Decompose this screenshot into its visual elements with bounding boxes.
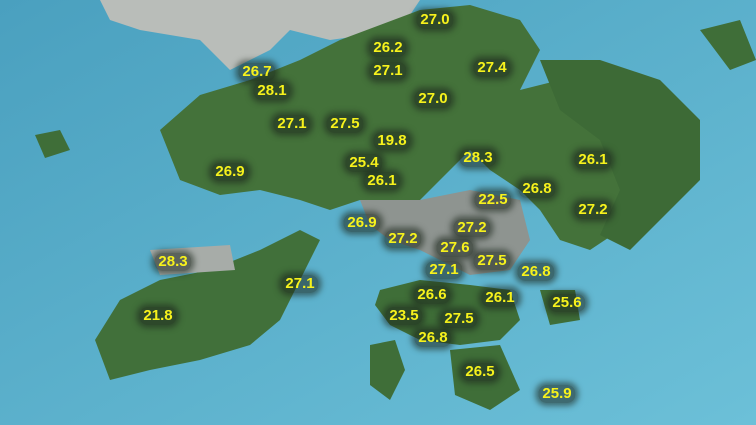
temperature-label: 26.7	[238, 63, 276, 81]
temperature-label: 27.1	[425, 261, 463, 279]
temperature-label: 27.5	[326, 115, 364, 133]
temperature-label: 26.9	[211, 163, 249, 181]
temperature-label: 26.8	[414, 329, 452, 347]
east-peninsula-land	[540, 60, 700, 250]
temperature-label: 19.8	[373, 132, 411, 150]
temperature-label: 23.5	[385, 307, 423, 325]
temperature-label: 26.1	[363, 172, 401, 190]
temperature-label: 26.1	[574, 151, 612, 169]
temperature-label: 27.0	[414, 90, 452, 108]
temperature-label: 25.6	[548, 294, 586, 312]
temperature-label: 27.1	[273, 115, 311, 133]
temperature-label: 25.9	[538, 385, 576, 403]
temperature-label: 27.1	[369, 62, 407, 80]
temperature-label: 26.9	[343, 214, 381, 232]
temperature-label: 26.8	[517, 263, 555, 281]
temperature-label: 22.5	[474, 191, 512, 209]
small-island	[35, 130, 70, 158]
temperature-label: 28.1	[253, 82, 291, 100]
temperature-label: 27.5	[473, 252, 511, 270]
temperature-label: 27.1	[281, 275, 319, 293]
temperature-label: 27.2	[574, 201, 612, 219]
temperature-label: 21.8	[139, 307, 177, 325]
temperature-label: 26.6	[413, 286, 451, 304]
lamma-land	[370, 340, 405, 400]
temperature-label: 28.3	[154, 253, 192, 271]
temperature-label: 27.0	[416, 11, 454, 29]
temperature-label: 28.3	[459, 149, 497, 167]
temperature-label: 26.8	[518, 180, 556, 198]
temperature-label: 27.2	[453, 219, 491, 237]
temperature-label: 27.6	[436, 239, 474, 257]
temperature-label: 25.4	[345, 154, 383, 172]
small-island	[700, 20, 756, 70]
temperature-label: 27.5	[440, 310, 478, 328]
mainland-urban	[100, 0, 420, 70]
lantau-land	[95, 230, 320, 380]
temperature-label: 27.2	[384, 230, 422, 248]
temperature-label: 27.4	[473, 59, 511, 77]
temperature-label: 26.1	[481, 289, 519, 307]
temperature-label: 26.5	[461, 363, 499, 381]
temperature-label: 26.2	[369, 39, 407, 57]
